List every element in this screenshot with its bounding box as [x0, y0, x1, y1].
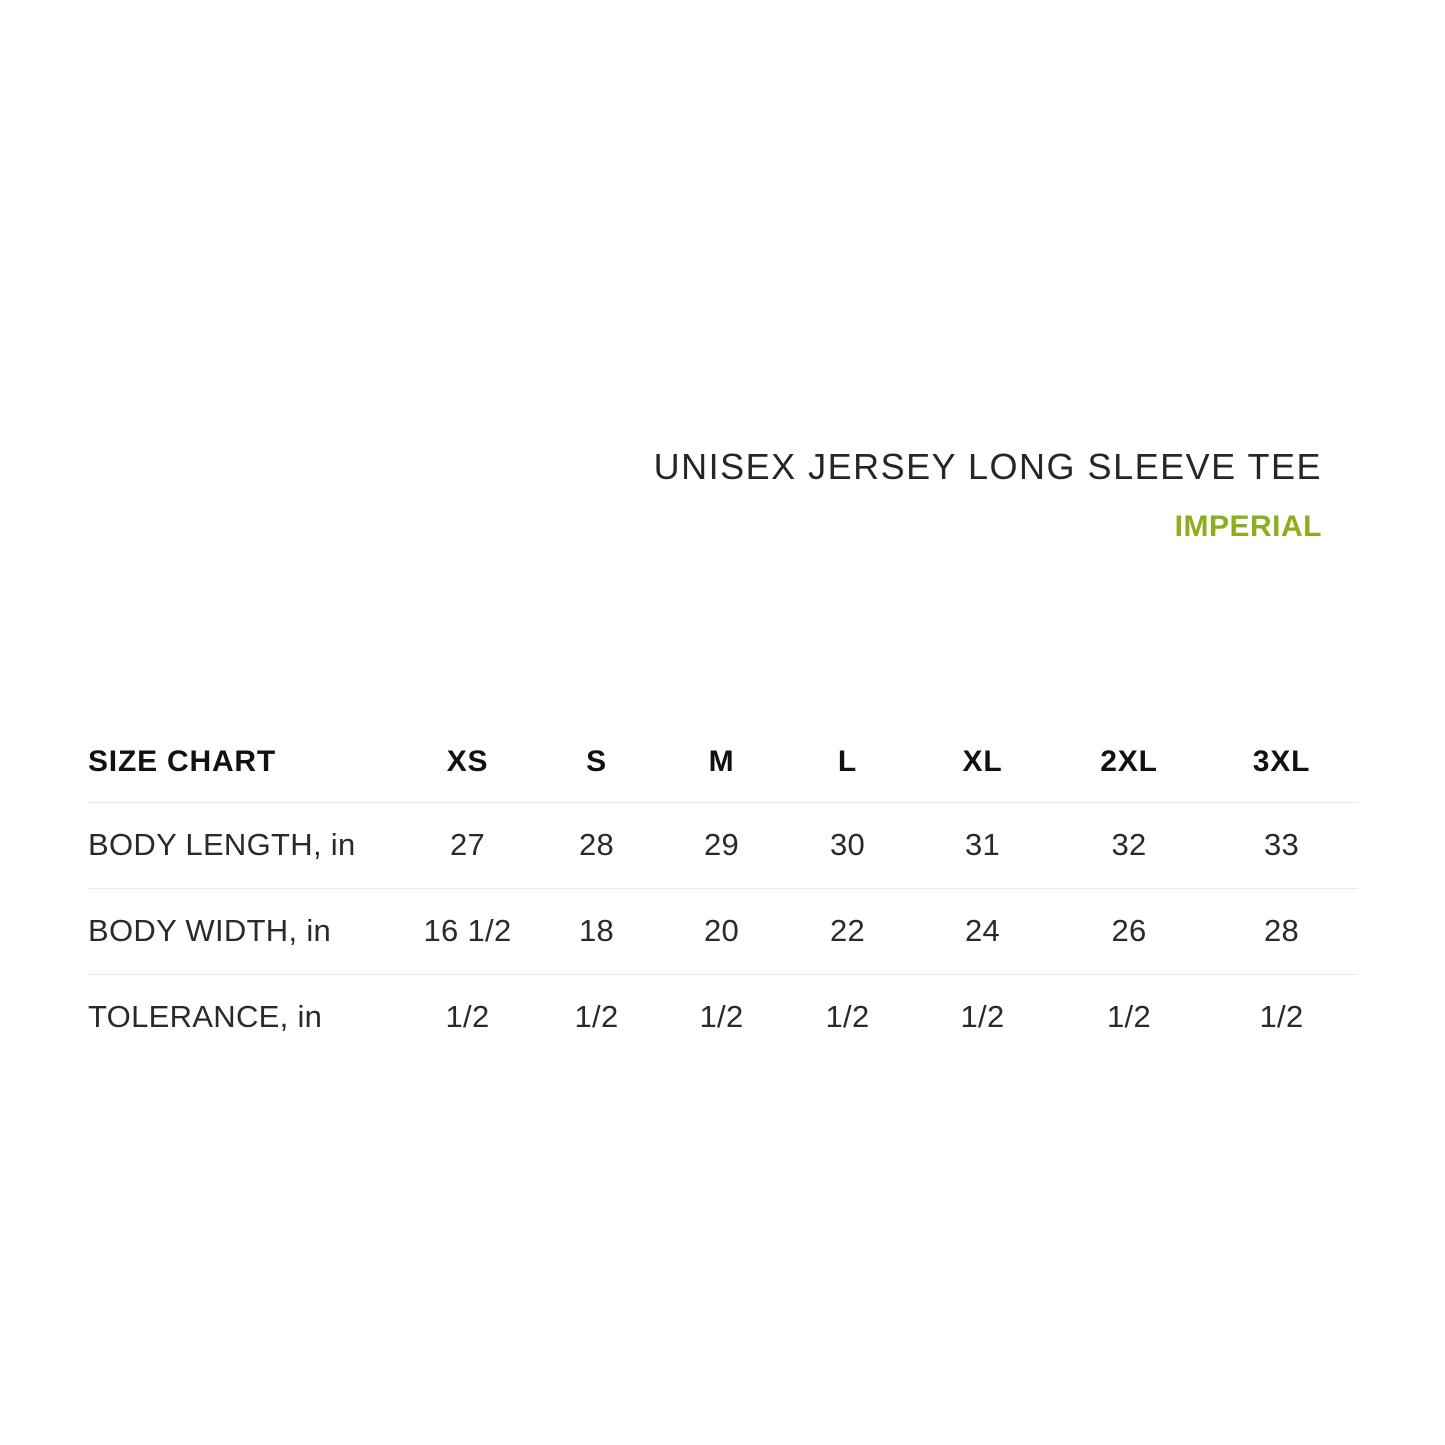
table-row-body-length: BODY LENGTH, in 27 28 29 30 31 32 33 — [88, 802, 1358, 888]
col-header-xl: XL — [962, 744, 1003, 778]
body-length-m: 29 — [703, 827, 740, 862]
table-row-tolerance: TOLERANCE, in 1/2 1/2 1/2 1/2 1/2 1/2 1/… — [88, 974, 1358, 1060]
body-width-2xl: 26 — [1111, 913, 1147, 948]
body-length-xl: 31 — [964, 827, 1001, 862]
tolerance-xl: 1/2 — [960, 999, 1005, 1035]
tolerance-2xl: 1/2 — [1107, 999, 1151, 1035]
body-width-xs: 16 1/2 — [423, 913, 512, 948]
body-width-s: 18 — [578, 913, 615, 948]
tolerance-m: 1/2 — [699, 999, 744, 1035]
header-row: SIZE CHART XS S M L XL 2XL 3XL — [88, 722, 1358, 802]
col-header-2xl: 2XL — [1100, 744, 1158, 778]
body-length-2xl: 32 — [1111, 827, 1147, 862]
body-length-l: 30 — [829, 827, 866, 862]
col-header-xs: XS — [446, 744, 489, 778]
table-row-body-width: BODY WIDTH, in 16 1/2 18 20 22 24 26 28 — [88, 888, 1358, 974]
body-length-s: 28 — [578, 827, 615, 862]
product-title: UNISEX JERSEY LONG SLEEVE TEE — [653, 446, 1322, 487]
col-header-3xl: 3XL — [1252, 744, 1311, 778]
size-chart-table: SIZE CHART XS S M L XL 2XL 3XL BODY LENG… — [88, 722, 1358, 1060]
tolerance-s: 1/2 — [574, 999, 619, 1035]
body-length-3xl: 33 — [1263, 827, 1300, 862]
col-header-s: S — [586, 744, 607, 778]
col-header-l: L — [837, 744, 858, 778]
title-block: UNISEX JERSEY LONG SLEEVE TEE IMPERIAL — [654, 446, 1322, 545]
row-label-body-width: BODY WIDTH, in — [88, 913, 332, 948]
unit-system-label: IMPERIAL — [1174, 510, 1322, 543]
tolerance-l: 1/2 — [825, 999, 870, 1035]
body-width-l: 22 — [829, 913, 866, 948]
body-width-m: 20 — [703, 913, 740, 948]
row-label-tolerance: TOLERANCE, in — [88, 999, 323, 1035]
tolerance-3xl: 1/2 — [1259, 999, 1304, 1035]
row-label-body-length: BODY LENGTH, in — [88, 827, 356, 862]
body-length-xs: 27 — [449, 827, 486, 862]
body-width-3xl: 28 — [1263, 913, 1300, 948]
tolerance-xs: 1/2 — [445, 999, 490, 1035]
body-width-xl: 24 — [964, 913, 1001, 948]
size-chart-title-cell: SIZE CHART — [88, 744, 276, 778]
col-header-m: M — [708, 744, 735, 778]
